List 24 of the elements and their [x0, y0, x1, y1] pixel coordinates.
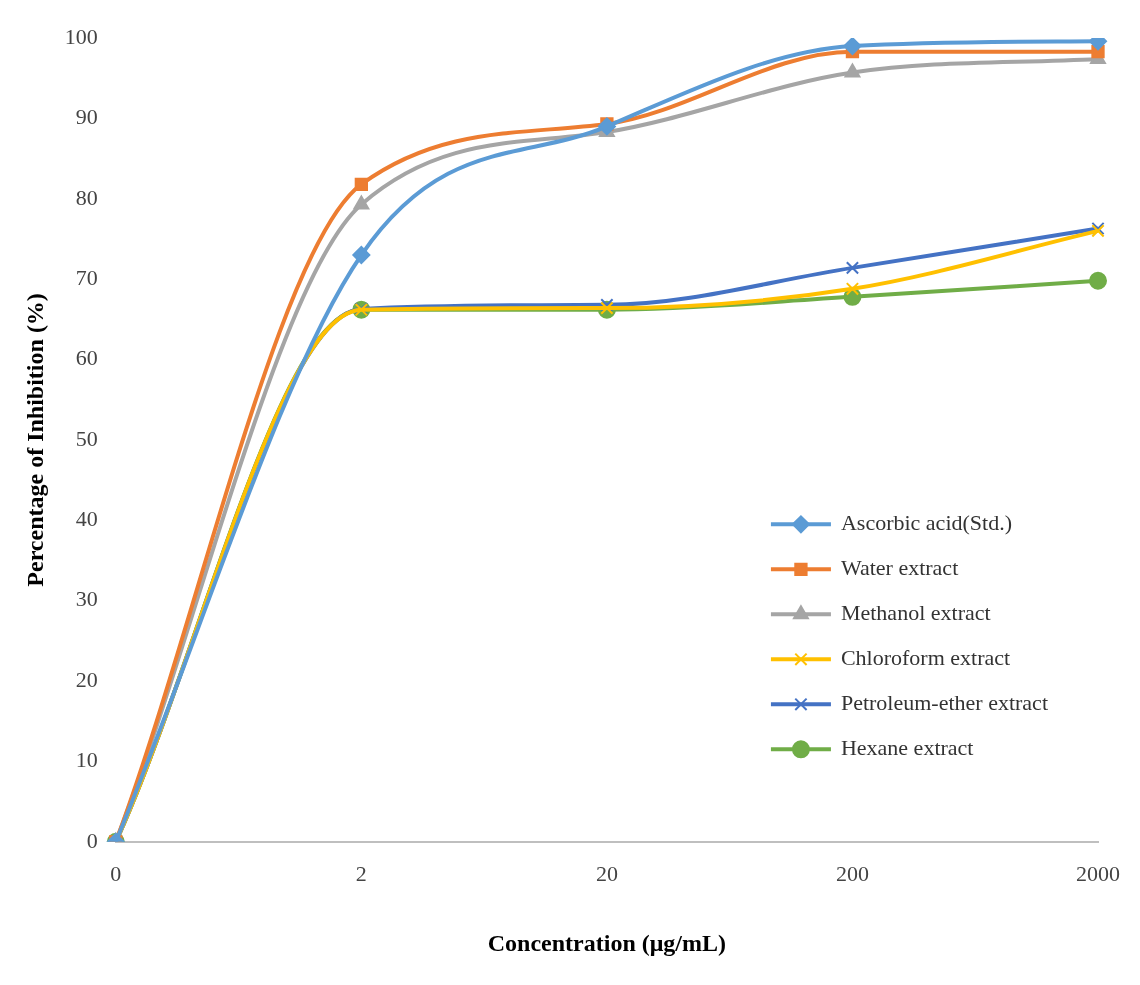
x-tick-label: 200	[835, 860, 869, 886]
x-tick-label: 2	[355, 860, 367, 886]
y-tick-label: 50	[75, 425, 98, 451]
y-tick-label: 80	[75, 184, 98, 210]
x-tick-label: 0	[110, 860, 122, 886]
y-tick-label: 0	[86, 827, 98, 853]
y-tick-label: 10	[75, 747, 98, 773]
y-tick-label: 20	[75, 666, 98, 692]
x-tick-label: 20	[595, 860, 618, 886]
y-axis-title: Percentage of Inhibition (%)	[21, 293, 48, 587]
x-axis-title: Concentration (μg/mL)	[487, 929, 727, 956]
legend-label: Water extract	[840, 555, 959, 581]
y-tick-label: 60	[75, 345, 98, 371]
y-tick-label: 40	[75, 506, 98, 532]
x-tick-label: 2000	[1076, 860, 1120, 886]
y-tick-label: 90	[75, 104, 98, 130]
legend-label: Methanol extract	[840, 600, 991, 626]
y-tick-label: 30	[75, 586, 98, 612]
legend-label: Chloroform extract	[840, 645, 1011, 671]
y-tick-label: 70	[75, 264, 98, 290]
legend-label: Petroleum-ether extract	[840, 690, 1049, 716]
legend-label: Hexane extract	[840, 735, 974, 761]
y-tick-label: 100	[64, 23, 98, 49]
legend-label: Ascorbic acid(Std.)	[840, 510, 1012, 536]
